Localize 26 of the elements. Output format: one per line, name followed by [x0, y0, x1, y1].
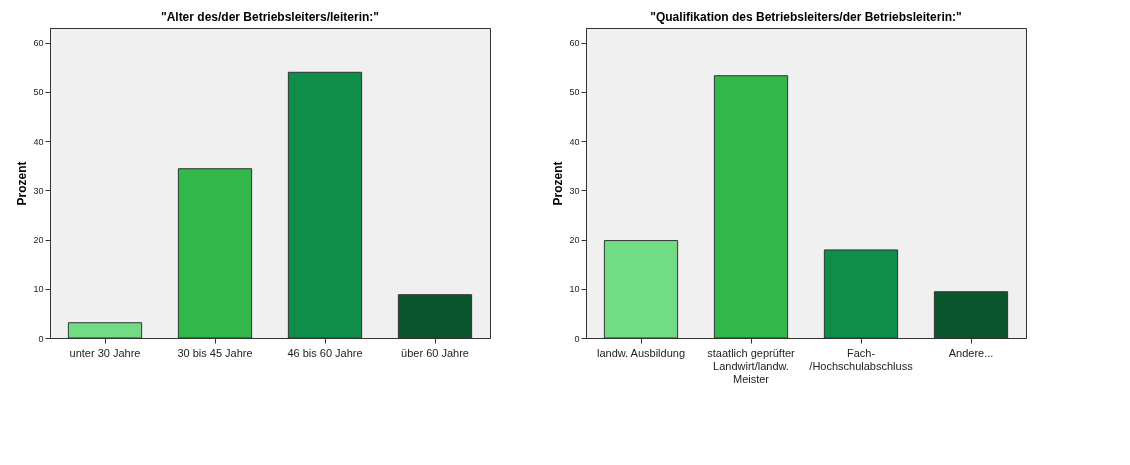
- y-tick-label: 30: [569, 185, 580, 196]
- x-tick-label: Andere...: [948, 346, 994, 359]
- y-axis-title: Prozent: [15, 161, 30, 206]
- y-tick-label: 20: [33, 235, 44, 246]
- x-tick-label: Fach- /Hochschulabschluss: [809, 346, 914, 372]
- y-tick-label: 40: [33, 136, 44, 147]
- y-tick-label: 0: [38, 333, 44, 344]
- x-tick-label: 46 bis 60 Jahre: [287, 346, 363, 359]
- x-tick-label: staatlich geprüfter Landwirt/landw. Meister: [707, 346, 796, 385]
- chart-title: "Alter des/der Betriebsleiters/leiterin:": [160, 10, 380, 24]
- y-tick-label: 50: [569, 87, 580, 98]
- x-tick-label: landw. Ausbildung: [596, 346, 686, 359]
- y-tick-label: 60: [33, 38, 44, 49]
- y-tick-label: 0: [574, 333, 580, 344]
- x-tick-label: 30 bis 45 Jahre: [177, 346, 253, 359]
- chart-title: "Qualifikation des Betriebsleiters/der Betriebsleiterin:": [650, 10, 962, 24]
- x-tick-label: über 60 Jahre: [401, 346, 469, 359]
- y-tick-label: 10: [569, 284, 580, 295]
- y-tick-label: 10: [33, 284, 44, 295]
- y-tick-label: 20: [569, 235, 580, 246]
- y-tick-label: 30: [33, 185, 44, 196]
- y-tick-label: 60: [569, 38, 580, 49]
- y-tick-label: 50: [33, 87, 44, 98]
- y-tick-label: 40: [569, 136, 580, 147]
- y-axis-title: Prozent: [551, 161, 566, 206]
- x-tick-label: unter 30 Jahre: [69, 346, 141, 359]
